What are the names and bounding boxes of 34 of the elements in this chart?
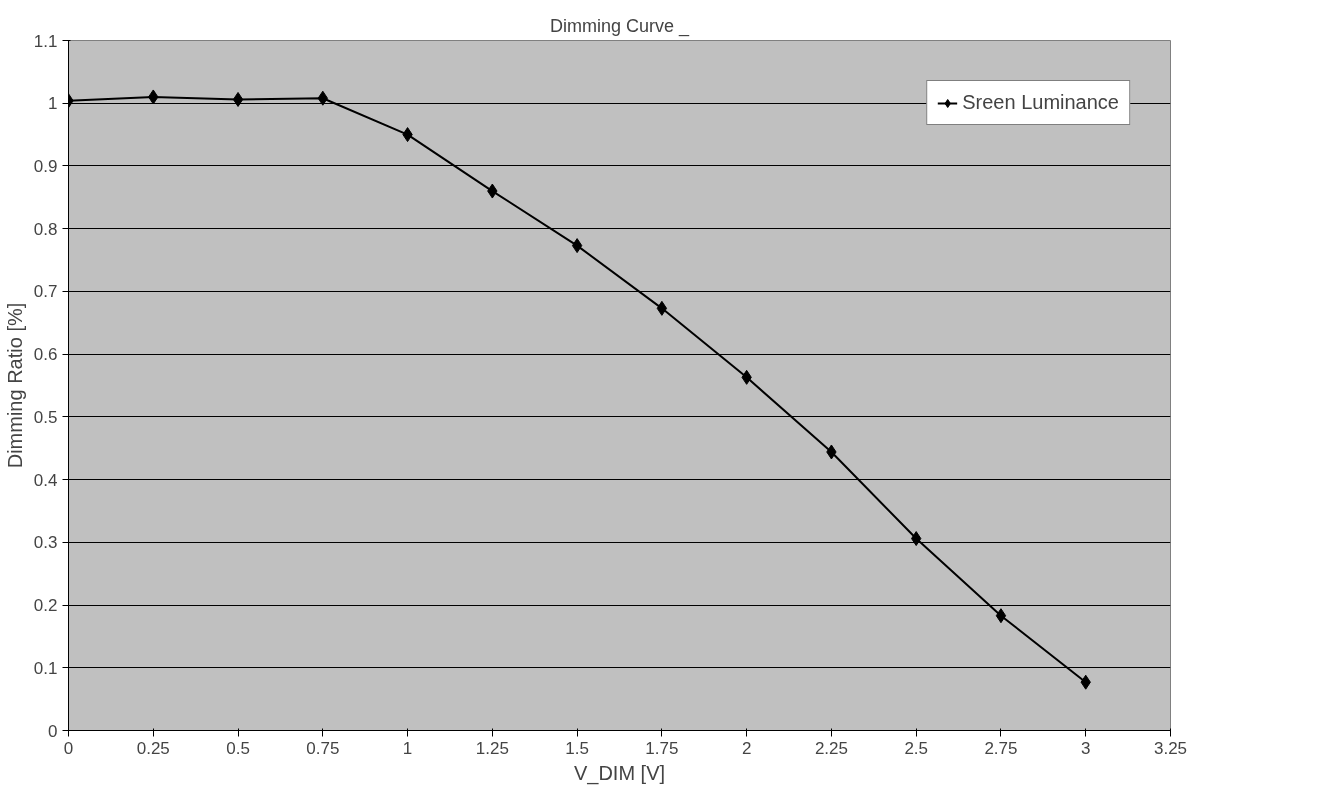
- x-tick-label: 1.5: [565, 738, 589, 758]
- x-axis-title: V_DIM [V]: [573, 761, 666, 785]
- y-tick-label: 1: [48, 94, 58, 114]
- y-tick-label: 0.5: [33, 407, 58, 427]
- y-tick-label: 0.2: [33, 596, 58, 616]
- x-tick-label: 3.25: [1153, 738, 1188, 758]
- x-tick-label: 2.75: [984, 738, 1018, 758]
- legend-label: Sreen Luminance: [962, 91, 1119, 114]
- x-tick-label: 1.25: [475, 738, 509, 758]
- x-tick-label: 2.25: [814, 738, 848, 758]
- x-tick-label: 0.5: [226, 738, 250, 758]
- y-tick-label: 0.8: [33, 219, 58, 239]
- point: [571, 238, 583, 254]
- y-tick-label: 0: [48, 721, 58, 741]
- x-tick-label: 1: [402, 738, 413, 758]
- x-tick-label: 0.75: [306, 738, 340, 758]
- y-tick-label: 0.7: [33, 282, 58, 302]
- y-tick-label: 0.3: [33, 533, 58, 553]
- y-tick-label: 0.1: [33, 658, 58, 678]
- chart-title: Dimming Curve _: [549, 15, 691, 37]
- point: [656, 300, 668, 316]
- y-axis-title: Dimming Ratio [%]: [3, 302, 26, 469]
- x-tick-label: 0: [63, 738, 74, 758]
- x-tick-label: 3: [1081, 738, 1091, 758]
- x-tick-label: 2.5: [904, 738, 929, 758]
- x-tick-label: 1.75: [645, 738, 679, 758]
- x-tick-label: 0.25: [136, 738, 170, 758]
- y-tick-label: 0.9: [33, 156, 58, 176]
- x-tick-label: 2: [741, 738, 752, 758]
- y-tick-label: 1.1: [33, 31, 58, 51]
- point: [232, 91, 244, 107]
- y-tick-label: 0.4: [33, 470, 58, 490]
- point: [995, 608, 1007, 624]
- y-tick-label: 0.6: [33, 345, 58, 365]
